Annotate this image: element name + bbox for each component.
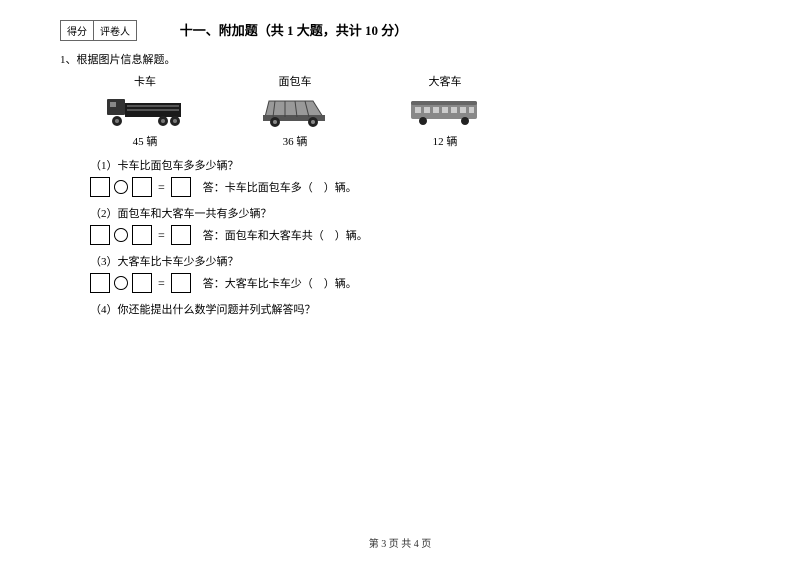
operator-circle[interactable] <box>114 228 128 242</box>
van-label: 面包车 <box>279 73 312 89</box>
input-box[interactable] <box>171 225 191 245</box>
operator-circle[interactable] <box>114 276 128 290</box>
vehicle-van: 面包车 36 辆 <box>250 73 340 149</box>
input-box[interactable] <box>90 177 110 197</box>
subquestion-3: （3）大客车比卡车少多少辆？ <box>90 253 740 269</box>
input-box[interactable] <box>171 273 191 293</box>
answer-text-3: 答：大客车比卡车少（ ）辆。 <box>203 275 357 291</box>
input-box[interactable] <box>132 273 152 293</box>
van-icon <box>255 93 335 129</box>
equation-row-1: = 答：卡车比面包车多（ ）辆。 <box>90 177 740 197</box>
operator-circle[interactable] <box>114 180 128 194</box>
score-table: 得分 评卷人 <box>60 20 137 41</box>
equals-sign: = <box>158 228 165 243</box>
section-title: 十一、附加题（共 1 大题，共计 10 分） <box>180 20 408 39</box>
van-count: 36 辆 <box>283 133 308 149</box>
input-box[interactable] <box>90 273 110 293</box>
bus-icon <box>405 93 485 129</box>
vehicles-row: 卡车 45 辆 面包车 <box>100 73 740 149</box>
truck-label: 卡车 <box>134 73 156 89</box>
equals-sign: = <box>158 276 165 291</box>
equals-sign: = <box>158 180 165 195</box>
score-cell-score: 得分 <box>61 21 94 40</box>
input-box[interactable] <box>132 177 152 197</box>
vehicle-truck: 卡车 45 辆 <box>100 73 190 149</box>
subquestion-4: （4）你还能提出什么数学问题并列式解答吗？ <box>90 301 740 317</box>
answer-text-1: 答：卡车比面包车多（ ）辆。 <box>203 179 357 195</box>
answer-text-2: 答：面包车和大客车共（ ）辆。 <box>203 227 368 243</box>
input-box[interactable] <box>90 225 110 245</box>
input-box[interactable] <box>171 177 191 197</box>
question-header: 1、根据图片信息解题。 <box>60 51 740 67</box>
truck-icon <box>105 93 185 129</box>
page-footer: 第 3 页 共 4 页 <box>0 535 800 550</box>
vehicle-bus: 大客车 12 辆 <box>400 73 490 149</box>
equation-row-3: = 答：大客车比卡车少（ ）辆。 <box>90 273 740 293</box>
equation-row-2: = 答：面包车和大客车共（ ）辆。 <box>90 225 740 245</box>
truck-count: 45 辆 <box>133 133 158 149</box>
bus-count: 12 辆 <box>433 133 458 149</box>
input-box[interactable] <box>132 225 152 245</box>
bus-label: 大客车 <box>429 73 462 89</box>
subquestion-1: （1）卡车比面包车多多少辆？ <box>90 157 740 173</box>
subquestion-2: （2）面包车和大客车一共有多少辆？ <box>90 205 740 221</box>
score-cell-grader: 评卷人 <box>94 21 136 40</box>
